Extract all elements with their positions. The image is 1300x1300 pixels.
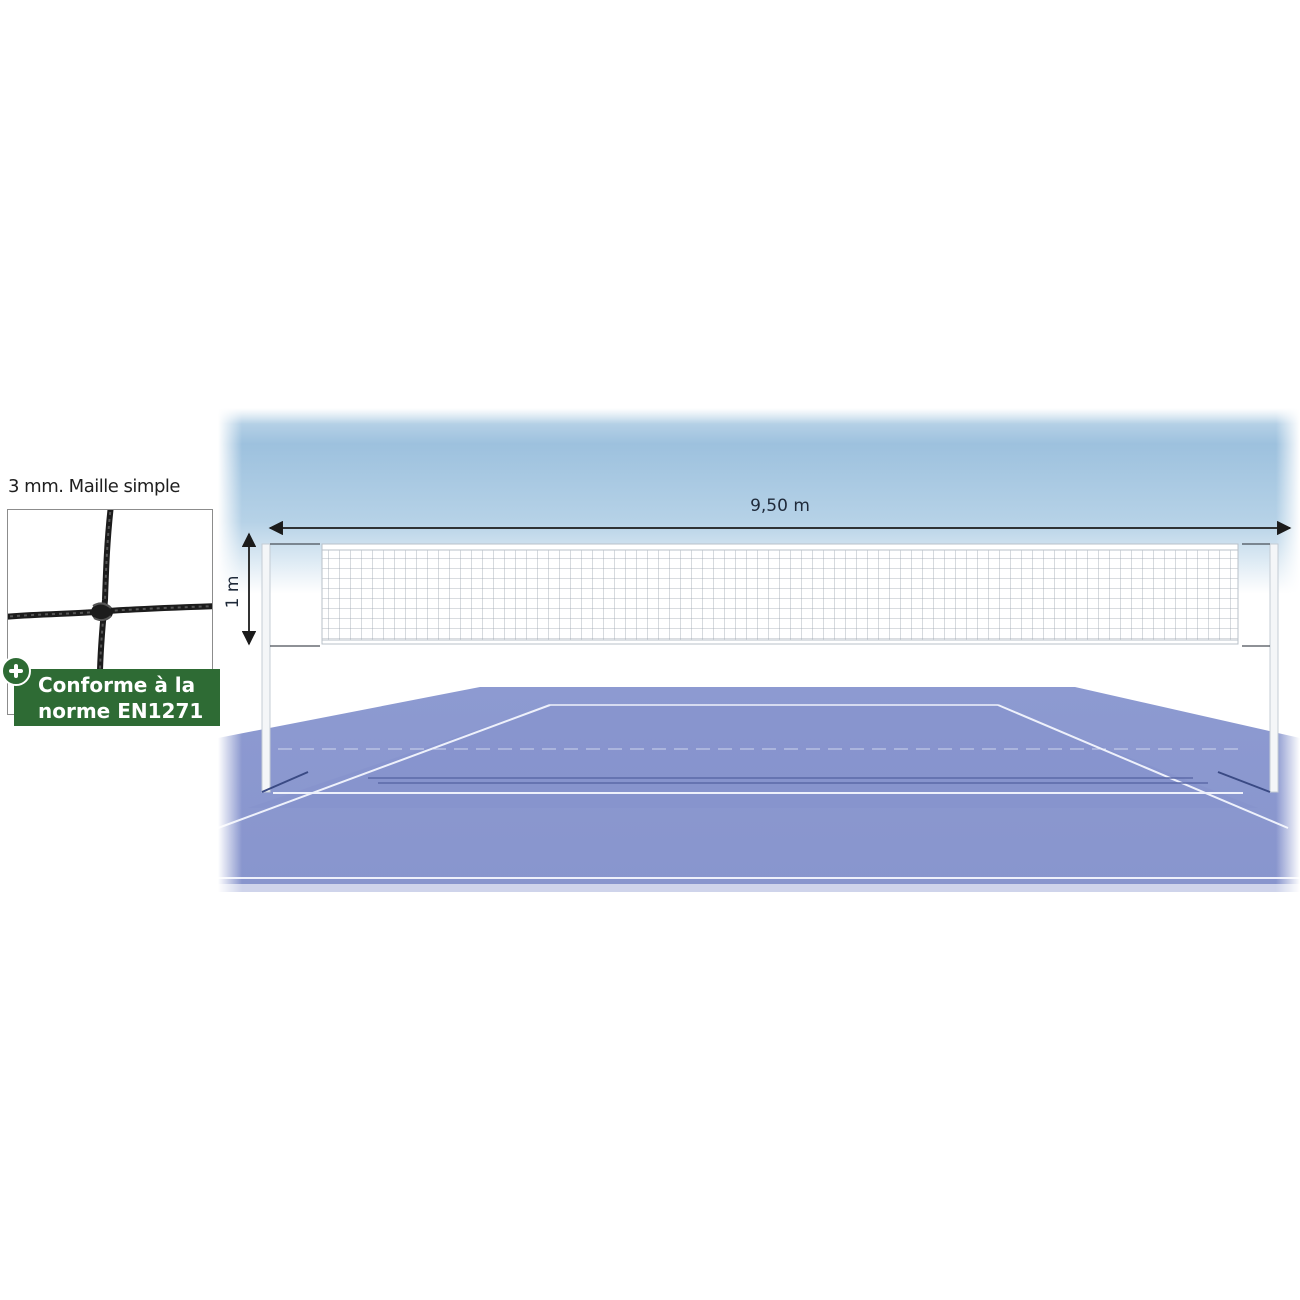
right-post — [1217, 543, 1279, 793]
mesh-caption: 3 mm. Maille simple — [8, 476, 180, 497]
court-scene — [218, 408, 1300, 892]
left-post — [261, 543, 320, 793]
norm-badge: Conforme à la norme EN1271 — [14, 669, 220, 726]
net-width-label: 9,50 m — [750, 496, 810, 516]
court-lines — [218, 704, 1300, 879]
norm-badge-line2: norme EN1271 — [38, 699, 204, 723]
plus-icon — [1, 656, 31, 686]
net — [321, 543, 1239, 645]
norm-badge-line1: Conforme à la — [38, 673, 196, 697]
net-height-label: 1 m — [223, 575, 243, 609]
